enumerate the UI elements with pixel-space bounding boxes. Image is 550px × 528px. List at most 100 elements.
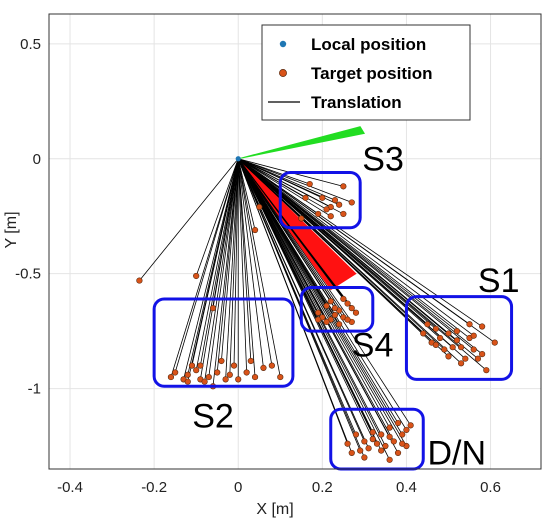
- target-point: [193, 272, 200, 280]
- translation-line: [237, 158, 264, 368]
- target-point: [344, 440, 351, 447]
- target-point: [167, 373, 175, 381]
- x-tick-label: 0: [234, 479, 242, 496]
- y-tick-label: 0.5: [20, 36, 41, 53]
- target-point: [218, 357, 225, 365]
- target-point: [386, 424, 393, 431]
- target-point: [453, 337, 460, 344]
- target-point: [449, 344, 456, 351]
- translation-line: [233, 158, 239, 366]
- translation-line: [238, 158, 344, 215]
- axis-ticks: -0.4 -0.2 0 0.2 0.4 0.6 0.5 0 -0.5 -1: [15, 36, 501, 496]
- target-point: [348, 449, 355, 457]
- target-point: [197, 362, 204, 369]
- target-point: [373, 440, 381, 447]
- target-point: [432, 341, 439, 349]
- group-box: [278, 171, 362, 230]
- target-point: [394, 419, 402, 427]
- legend-local-label: Local position: [311, 35, 426, 54]
- target-point: [420, 330, 427, 337]
- translation-line: [237, 158, 273, 366]
- target-point: [331, 311, 339, 319]
- translation-line: [238, 158, 310, 185]
- translation-line: [204, 158, 239, 382]
- target-point: [331, 197, 339, 204]
- translation-line: [195, 158, 239, 277]
- target-point: [458, 344, 465, 351]
- target-point: [432, 325, 439, 332]
- target-point: [424, 321, 431, 328]
- target-point: [378, 447, 385, 454]
- translation-line: [174, 158, 239, 373]
- group-box: [299, 285, 375, 333]
- target-point: [235, 376, 242, 383]
- group-label: S2: [192, 398, 234, 436]
- target-point: [470, 346, 477, 353]
- target-point: [340, 295, 347, 303]
- target-point: [222, 376, 229, 383]
- target-point: [323, 318, 330, 326]
- target-point: [209, 305, 217, 312]
- translation-line: [187, 158, 239, 382]
- legend-local-marker: [279, 40, 287, 48]
- group-label: S3: [362, 140, 404, 178]
- target-point: [441, 346, 448, 353]
- translation-line: [237, 158, 390, 428]
- target-points: [136, 156, 498, 463]
- y-tick-label: -1: [28, 381, 41, 398]
- target-point: [226, 371, 233, 378]
- target-point: [394, 449, 402, 457]
- target-point: [184, 371, 191, 378]
- group-label: S4: [352, 326, 394, 364]
- target-point: [386, 433, 393, 440]
- translation-line: [237, 158, 248, 373]
- translation-line: [237, 158, 252, 362]
- target-point: [399, 440, 406, 447]
- translation-line: [199, 158, 239, 366]
- translation-line: [238, 158, 352, 203]
- target-point: [462, 355, 469, 362]
- target-point: [458, 360, 465, 367]
- y-axis-label: Y [m]: [3, 211, 20, 248]
- translation-line: [216, 158, 239, 373]
- target-point: [361, 438, 368, 445]
- target-point: [298, 215, 305, 222]
- translation-line: [237, 158, 458, 341]
- target-point: [323, 206, 330, 213]
- translation-line: [225, 158, 239, 380]
- target-point: [378, 431, 385, 438]
- target-point: [348, 305, 355, 312]
- target-point: [315, 309, 322, 316]
- target-point: [268, 362, 275, 369]
- target-point: [352, 431, 360, 438]
- target-point: [445, 353, 452, 360]
- target-point: [344, 300, 351, 307]
- target-point: [474, 355, 482, 362]
- translation-line: [212, 158, 239, 309]
- x-tick-label: 0.4: [396, 479, 417, 496]
- local-position-point: [235, 156, 241, 162]
- target-point: [336, 201, 343, 208]
- group-label: S1: [478, 262, 520, 300]
- target-point: [479, 351, 486, 358]
- legend-target-marker: [279, 69, 287, 77]
- target-point: [369, 429, 376, 436]
- translation-line: [183, 158, 239, 380]
- translation-line: [237, 158, 453, 348]
- target-point: [365, 445, 372, 452]
- x-axis-label: X [m]: [256, 501, 293, 518]
- direction-cones: [237, 126, 366, 291]
- target-point: [483, 367, 490, 374]
- target-point: [315, 210, 322, 218]
- target-point: [136, 277, 143, 284]
- target-point: [260, 364, 267, 371]
- target-point: [306, 180, 313, 188]
- target-point: [251, 226, 259, 234]
- translation-line: [208, 158, 239, 378]
- legend-translation-label: Translation: [311, 93, 402, 112]
- target-point: [453, 328, 460, 335]
- translation-line: [237, 158, 256, 378]
- direction-cone: [238, 126, 366, 160]
- target-point: [331, 305, 339, 312]
- target-point: [277, 373, 284, 381]
